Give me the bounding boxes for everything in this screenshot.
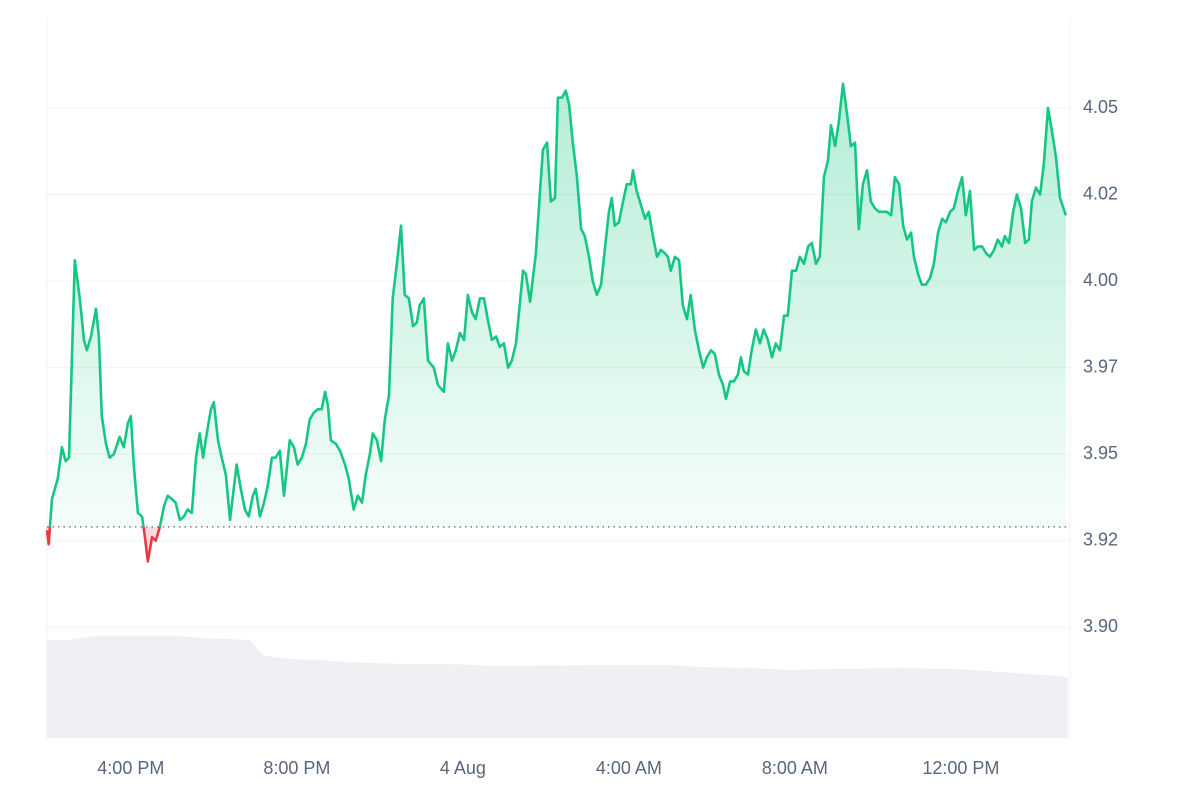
plot <box>45 82 1070 563</box>
volume-area <box>47 636 1068 738</box>
y-tick-label: 3.90 <box>1083 616 1118 636</box>
x-tick-label: 12:00 PM <box>922 758 999 778</box>
labels: 4.05 4.02 4.00 3.97 3.95 3.92 3.90 4:00 PM 8:00 … <box>97 97 1118 778</box>
x-tick-label: 4 Aug <box>440 758 486 778</box>
y-tick-label: 3.97 <box>1083 356 1118 376</box>
price-line-up <box>48 82 1068 527</box>
y-tick-label: 4.00 <box>1083 270 1118 290</box>
x-tick-label: 8:00 AM <box>762 758 828 778</box>
y-tick-label: 4.05 <box>1083 97 1118 117</box>
y-tick-label: 3.95 <box>1083 443 1118 463</box>
x-tick-label: 8:00 PM <box>263 758 330 778</box>
area-up <box>47 83 1066 527</box>
x-tick-label: 4:00 PM <box>97 758 164 778</box>
y-tick-label: 4.02 <box>1083 183 1118 203</box>
y-tick-label: 3.92 <box>1083 529 1118 549</box>
area-down <box>47 526 160 562</box>
x-tick-label: 4:00 AM <box>596 758 662 778</box>
